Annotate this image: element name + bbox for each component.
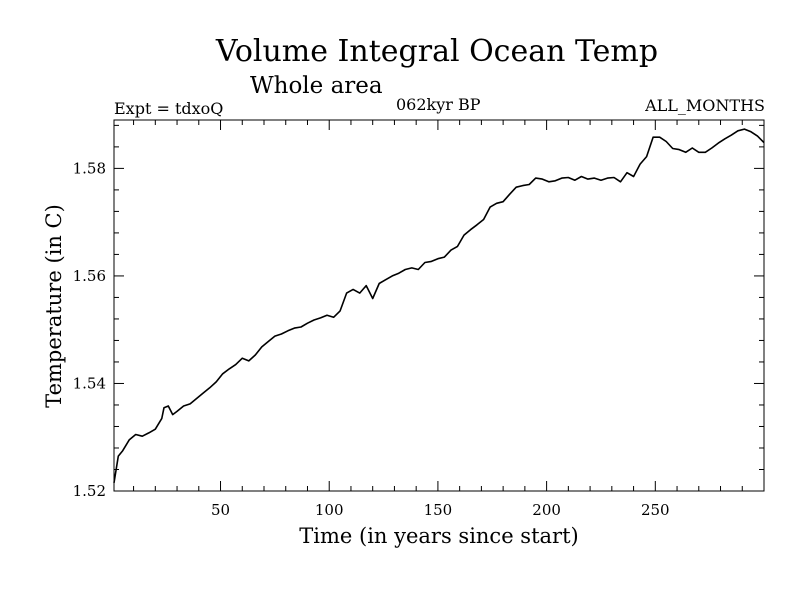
series-line — [113, 128, 765, 484]
x-tick-label: 100 — [315, 501, 344, 519]
x-tick-label: 50 — [211, 501, 230, 519]
chart-subtitle: Whole area — [250, 73, 383, 99]
axis-ticks — [114, 120, 765, 492]
months-label: ALL_MONTHS — [645, 96, 765, 115]
x-tick-label: 250 — [641, 501, 670, 519]
x-tick-label: 150 — [424, 501, 453, 519]
y-tick-label: 1.52 — [73, 482, 106, 500]
chart-title: Volume Integral Ocean Temp — [215, 34, 659, 69]
y-tick-label: 1.54 — [73, 374, 106, 392]
y-tick-label: 1.58 — [73, 159, 106, 177]
period-label: 062kyr BP — [396, 95, 481, 114]
experiment-label: Expt = tdxoQ — [114, 99, 224, 118]
plot-frame — [113, 119, 765, 492]
x-tick-label: 200 — [532, 501, 561, 519]
series-group — [113, 128, 765, 484]
axis-tick-labels: 1.52 1.54 1.56 1.58 50 100 150 200 250 — [73, 159, 670, 519]
y-tick-label: 1.56 — [73, 267, 106, 285]
x-axis-label: Time (in years since start) — [299, 524, 579, 548]
